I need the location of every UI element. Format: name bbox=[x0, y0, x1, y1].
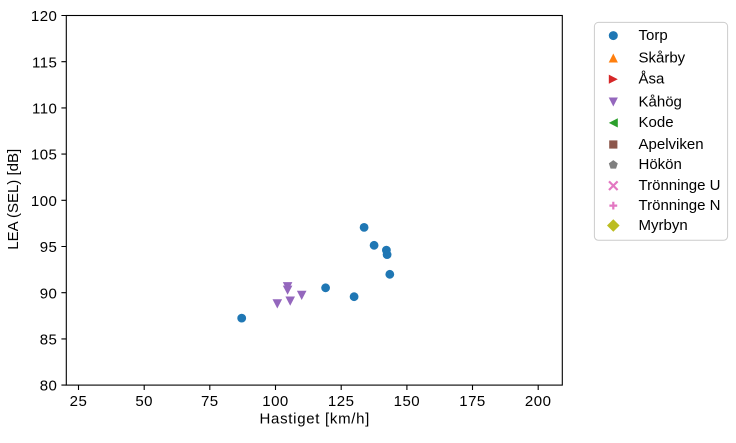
svg-text:110: 110 bbox=[32, 101, 57, 118]
svg-text:Kåhög: Kåhög bbox=[639, 93, 682, 110]
svg-text:50: 50 bbox=[135, 393, 153, 410]
svg-text:150: 150 bbox=[394, 393, 421, 410]
svg-text:Apelviken: Apelviken bbox=[639, 136, 704, 153]
svg-text:105: 105 bbox=[31, 147, 58, 164]
svg-text:115: 115 bbox=[32, 54, 57, 71]
svg-text:90: 90 bbox=[40, 285, 58, 302]
svg-text:Åsa: Åsa bbox=[639, 71, 666, 88]
svg-text:Trönninge U: Trönninge U bbox=[639, 177, 721, 194]
svg-text:Kode: Kode bbox=[639, 114, 674, 131]
svg-text:75: 75 bbox=[201, 393, 219, 410]
svg-text:85: 85 bbox=[40, 332, 58, 349]
svg-text:120: 120 bbox=[31, 8, 58, 25]
svg-text:Trönninge N: Trönninge N bbox=[639, 197, 721, 214]
svg-text:95: 95 bbox=[40, 239, 58, 256]
svg-text:Myrbyn: Myrbyn bbox=[639, 217, 688, 234]
svg-text:LEA (SEL) [dB]: LEA (SEL) [dB] bbox=[5, 149, 22, 250]
svg-text:25: 25 bbox=[70, 393, 88, 410]
svg-text:175: 175 bbox=[459, 393, 486, 410]
svg-text:Hökön: Hökön bbox=[639, 156, 682, 173]
svg-text:Hastiget [km/h]: Hastiget [km/h] bbox=[260, 411, 371, 428]
svg-text:100: 100 bbox=[31, 193, 58, 210]
svg-text:125: 125 bbox=[328, 393, 355, 410]
svg-text:200: 200 bbox=[525, 393, 552, 410]
svg-text:Skårby: Skårby bbox=[639, 49, 686, 66]
svg-text:100: 100 bbox=[262, 393, 289, 410]
svg-text:Torp: Torp bbox=[639, 27, 668, 44]
svg-text:80: 80 bbox=[40, 378, 58, 395]
